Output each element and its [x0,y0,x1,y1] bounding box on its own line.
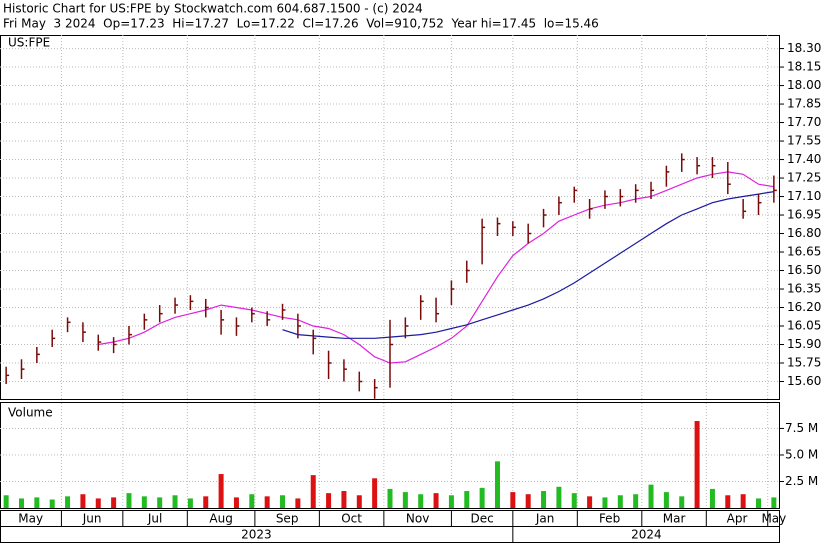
x-tick-label: Aug [209,512,232,526]
volume-bar [295,498,301,508]
chart-title: Historic Chart for US:FPE by Stockwatch.… [3,2,423,16]
y-tick-label: 18.00 [787,78,821,92]
y-tick-label: 17.25 [787,171,821,185]
volume-bar [510,492,516,508]
x-tick-label: Oct [341,512,362,526]
x-tick-label: Dec [471,512,494,526]
volume-bar [617,495,623,508]
volume-bar [387,488,393,508]
volume-bar [372,478,378,508]
volume-bar [264,496,270,508]
volume-bar [172,495,178,508]
volume-bar [740,494,746,508]
volume-bar [341,491,347,508]
volume-bar [556,486,562,508]
y-tick-label: 17.70 [787,115,821,129]
y-tick-label: 17.55 [787,134,821,148]
y-tick-label: 16.20 [787,300,821,314]
volume-bar [65,496,71,508]
volume-bar [771,497,777,508]
volume-bar [587,496,593,508]
volume-bar [187,498,193,508]
x-tick-label: Apr [727,512,748,526]
volume-bar [464,491,470,508]
volume-bar [402,492,408,508]
chart-subtitle: Fri May 3 2024 Op=17.23 Hi=17.27 Lo=17.2… [3,17,599,31]
y-tick-label: 16.35 [787,282,821,296]
x-tick-label: May [761,512,786,526]
y-tick-label: 15.90 [787,337,821,351]
y-tick-label: 16.65 [787,245,821,259]
volume-bar [141,496,147,508]
volume-bar [494,461,500,508]
y2-tick-label: 7.5 M [785,421,818,435]
volume-bar [725,495,731,508]
y-tick-label: 17.40 [787,152,821,166]
volume-bar [356,495,362,508]
volume-panel [0,402,780,509]
volume-bar [157,497,163,508]
volume-bar [448,495,454,508]
volume-bar [541,491,547,508]
volume-bar [326,493,332,508]
volume-bar [633,494,639,508]
volume-bar [203,496,209,508]
volume-bar [218,474,224,508]
volume-bar [756,498,762,508]
year-label: 2024 [631,528,662,542]
y-tick-label: 15.75 [787,356,821,370]
volume-bar [709,488,715,508]
volume-label: Volume [8,406,53,420]
volume-bar [95,498,101,508]
volume-bar [418,494,424,508]
x-tick-label: Nov [406,512,429,526]
volume-bar [663,492,669,508]
x-tick-label: Sep [276,512,299,526]
y-tick-label: 17.85 [787,97,821,111]
volume-bar [280,495,286,508]
y-tick-label: 16.95 [787,208,821,222]
symbol-label: US:FPE [8,36,50,50]
x-tick-label: Jun [82,512,102,526]
volume-bar [310,475,316,508]
volume-bar [111,497,117,508]
price-panel [0,35,780,400]
x-tick-label: Mar [663,512,686,526]
y-tick-label: 17.10 [787,189,821,203]
x-tick-label: Jan [535,512,555,526]
y-tick-label: 15.60 [787,374,821,388]
volume-bar [126,493,132,508]
moving-average-line [98,171,774,364]
y-tick-label: 16.05 [787,319,821,333]
volume-bar [602,497,608,508]
volume-bar [679,496,685,508]
volume-bar [648,484,654,508]
x-tick-label: Feb [599,512,620,526]
volume-bar [49,499,55,508]
volume-bar [525,494,531,508]
y-tick-label: 16.50 [787,263,821,277]
year-label: 2023 [241,528,272,542]
volume-bar [18,498,24,508]
volume-bar [433,493,439,508]
volume-bar [479,487,485,508]
volume-bar [3,495,9,508]
volume-bar [571,493,577,508]
volume-bar [694,421,700,508]
y-tick-label: 18.30 [787,41,821,55]
moving-average-line [282,191,774,339]
y-tick-label: 18.15 [787,60,821,74]
x-tick-label: Jul [147,512,162,526]
y2-tick-label: 5.0 M [785,447,818,461]
volume-bar [249,494,255,508]
y-tick-label: 16.80 [787,226,821,240]
y2-tick-label: 2.5 M [785,474,818,488]
volume-bar [34,497,40,508]
volume-bar [80,494,86,508]
x-tick-label: May [18,512,43,526]
volume-bar [233,497,239,508]
